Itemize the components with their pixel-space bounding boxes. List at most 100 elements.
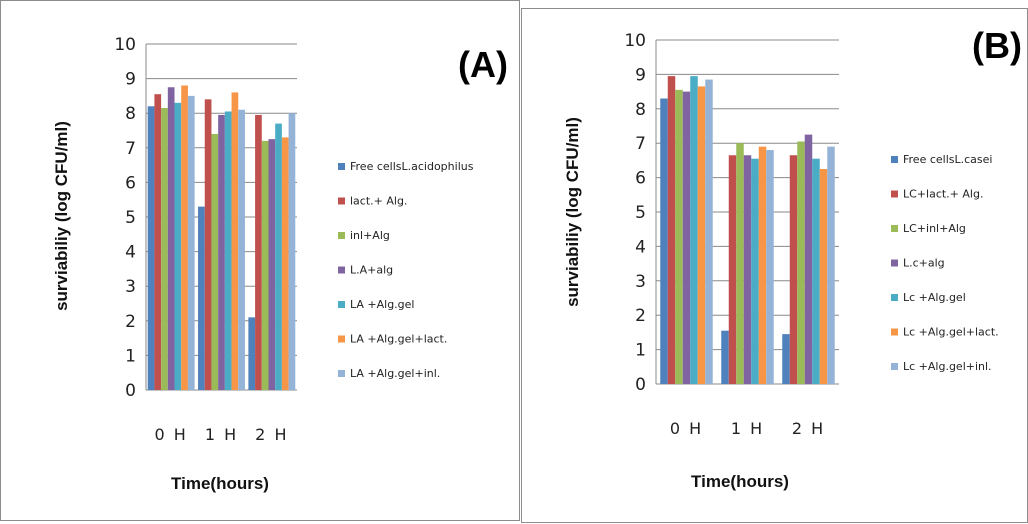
- bar-b-1H-s4: [743, 155, 752, 384]
- legend-swatch-a-s1: [338, 163, 345, 170]
- chart-panel-b: 0 1 2 3 4 5 6 7 8 9 10 0 H 1 H 2 H Time(hours) surviabi…: [521, 8, 1028, 523]
- legend-label-b-s4: L.c+alg: [903, 257, 945, 270]
- chart-b-svg: 0 1 2 3 4 5 6 7 8 9 10 0 H 1 H 2 H Time(hours) surviabi…: [563, 25, 1022, 491]
- x-axis-label-b: Time(hours): [691, 472, 789, 491]
- chart-a-svg: 0 1 2 3 4 5 6 7 8 9 10 0 H 1 H 2 H Time(hours) surviabi…: [52, 35, 508, 493]
- bar-a-1H-s5: [224, 111, 232, 390]
- legend-swatch-b-s6: [891, 328, 898, 336]
- bar-b-1H-s5: [751, 158, 759, 384]
- legend-swatch-a-s3: [338, 232, 345, 239]
- bar-a-2H-s3: [261, 140, 269, 390]
- legend-swatch-b-s4: [891, 259, 898, 267]
- bar-a-2H-s1: [248, 317, 256, 390]
- bar-a-0H-s2: [154, 94, 162, 391]
- y-tick-label-b-3: 3: [635, 272, 646, 292]
- y-tick-label-a-2: 2: [125, 312, 136, 332]
- legend-label-b-s1: Free cellsL.casei: [903, 153, 992, 166]
- bar-a-2H-s2: [255, 114, 262, 391]
- legend-swatch-b-s3: [891, 225, 898, 232]
- bar-b-2H-s2: [789, 155, 798, 384]
- bar-b-0H-s1: [660, 98, 668, 384]
- bar-b-2H-s1: [782, 334, 790, 384]
- bar-a-1H-s6: [231, 92, 239, 390]
- y-tick-label-b-8: 8: [635, 100, 646, 120]
- legend-label-a-s2: lact.+ Alg.: [350, 195, 407, 208]
- bar-b-1H-s1: [721, 330, 729, 384]
- chart-panel-a: 0 1 2 3 4 5 6 7 8 9 10 0 H 1 H 2 H Time(hours) surviabi…: [0, 0, 520, 521]
- x-tick-label-a-0H: 0 H: [155, 425, 188, 444]
- bar-a-1H-s7: [238, 109, 245, 391]
- bar-b-2H-s5: [812, 158, 820, 384]
- bar-a-1H-s2: [204, 99, 212, 391]
- bar-b-0H-s4: [682, 91, 691, 384]
- y-axis-label-a: surviabiliy (log CFU/ml): [52, 121, 71, 311]
- bar-b-1H-s2: [728, 155, 737, 384]
- bar-b-1H-s3: [736, 143, 744, 384]
- y-tick-label-a-9: 9: [125, 70, 136, 90]
- legend-swatch-b-s7: [891, 363, 898, 370]
- y-tick-label-b-0: 0: [635, 375, 646, 395]
- y-tick-label-a-1: 1: [125, 346, 136, 366]
- x-tick-label-b-1H: 1 H: [731, 419, 764, 438]
- y-tick-label-a-4: 4: [125, 243, 136, 263]
- y-tick-label-b-5: 5: [635, 203, 646, 223]
- legend-label-a-s3: inl+Alg: [350, 229, 390, 242]
- x-tick-label-b-0H: 0 H: [670, 419, 703, 438]
- y-tick-label-a-7: 7: [125, 139, 136, 159]
- legend-swatch-b-s2: [891, 190, 898, 198]
- panel-letter-a: (A): [458, 44, 508, 85]
- y-tick-label-b-2: 2: [635, 306, 646, 326]
- legend-swatch-a-s7: [338, 370, 345, 377]
- y-tick-label-a-5: 5: [125, 208, 136, 228]
- bar-b-0H-s7: [705, 79, 713, 384]
- bar-a-2H-s4: [268, 139, 276, 390]
- bar-a-2H-s7: [288, 113, 296, 390]
- bar-a-2H-s6: [281, 137, 289, 390]
- x-tick-label-a-1H: 1 H: [205, 425, 238, 444]
- legend-label-a-s5: LA +Alg.gel: [350, 298, 415, 311]
- legend-swatch-b-s5: [891, 294, 898, 301]
- bar-b-0H-s6: [697, 86, 706, 384]
- bar-a-0H-s5: [174, 102, 182, 390]
- bar-a-2H-s5: [275, 123, 282, 390]
- panel-letter-b: (B): [972, 25, 1022, 66]
- y-tick-label-b-10: 10: [624, 31, 646, 51]
- bar-a-0H-s6: [181, 85, 188, 391]
- legend-label-a-s1: Free cellsL.acidophilus: [350, 160, 474, 173]
- bar-b-1H-s7: [766, 150, 774, 384]
- bar-a-0H-s7: [187, 95, 195, 391]
- y-tick-label-b-4: 4: [635, 237, 646, 257]
- legend-label-b-s2: LC+lact.+ Alg.: [903, 188, 983, 201]
- y-tick-label-a-0: 0: [125, 381, 136, 401]
- x-tick-label-a-2H: 2 H: [255, 425, 288, 444]
- bar-b-0H-s5: [690, 76, 698, 385]
- legend-label-b-s6: Lc +Alg.gel+lact.: [903, 326, 999, 339]
- y-tick-label-b-1: 1: [635, 341, 646, 361]
- y-tick-label-b-7: 7: [635, 134, 646, 154]
- y-tick-label-a-6: 6: [125, 173, 136, 193]
- y-tick-label-b-9: 9: [635, 65, 646, 85]
- bar-b-2H-s7: [827, 146, 835, 384]
- bar-a-0H-s3: [161, 108, 168, 390]
- legend-swatch-a-s5: [338, 301, 345, 308]
- bar-b-1H-s6: [758, 146, 767, 384]
- legend-swatch-b-s1: [891, 156, 898, 163]
- bar-a-1H-s1: [198, 206, 205, 390]
- y-axis-label-b: surviabiliy (log CFU/ml): [563, 117, 582, 307]
- bar-a-1H-s4: [218, 114, 225, 391]
- bar-a-1H-s3: [211, 133, 219, 390]
- x-axis-label-a: Time(hours): [171, 474, 269, 493]
- legend-label-b-s7: Lc +Alg.gel+inl.: [903, 360, 992, 373]
- legend-swatch-a-s6: [338, 335, 345, 343]
- bar-b-0H-s2: [667, 76, 676, 385]
- legend-label-b-s3: LC+inl+Alg: [903, 222, 966, 235]
- bar-a-0H-s1: [147, 106, 155, 390]
- bar-a-0H-s4: [167, 87, 175, 390]
- legend-swatch-a-s4: [338, 266, 345, 274]
- bar-b-2H-s3: [797, 141, 805, 384]
- legend-label-a-s4: L.A+alg: [350, 264, 393, 277]
- legend-label-a-s7: LA +Alg.gel+inl.: [350, 367, 440, 380]
- x-tick-label-b-2H: 2 H: [792, 419, 825, 438]
- bar-b-0H-s3: [675, 89, 683, 384]
- bar-b-2H-s4: [804, 134, 813, 384]
